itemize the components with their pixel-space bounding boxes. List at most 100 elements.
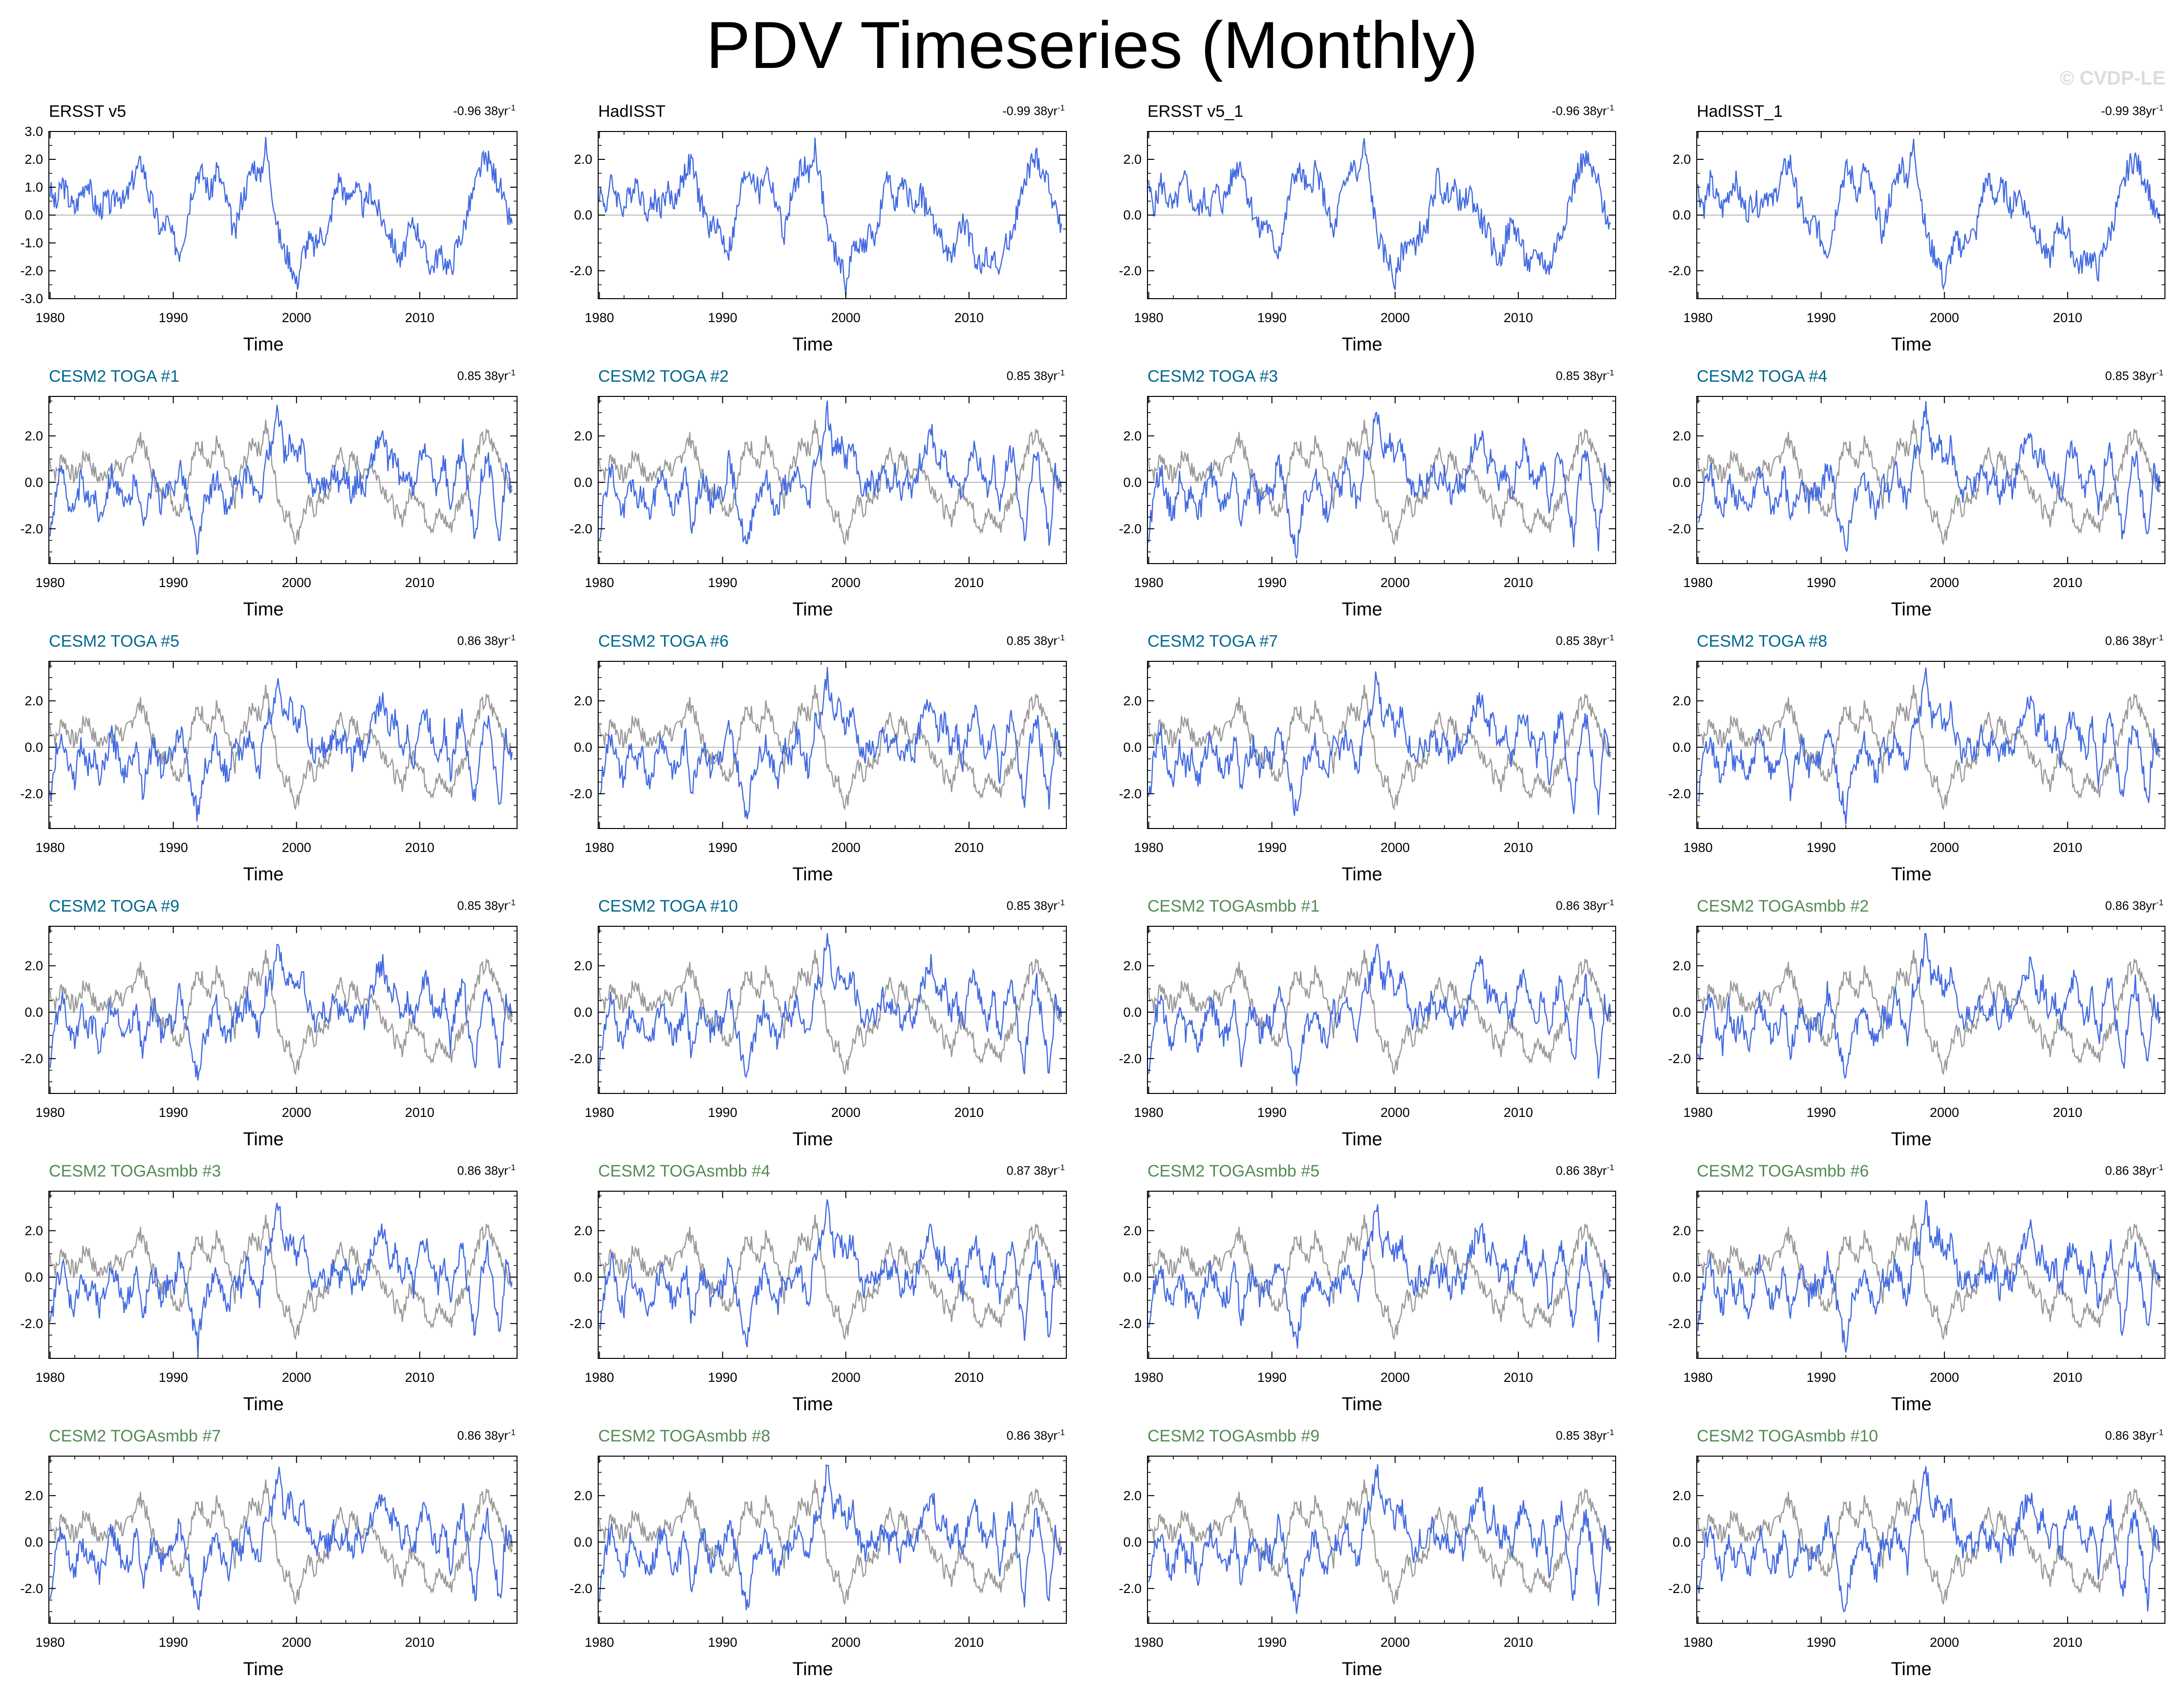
- x-tick-label: 2010: [405, 310, 434, 325]
- x-tick-label: 1980: [1134, 310, 1163, 325]
- y-tick-label: 0.0: [1123, 208, 1142, 222]
- x-tick-label: 1980: [35, 840, 65, 855]
- x-tick-label: 2000: [1930, 310, 1959, 325]
- x-axis-label: Time: [792, 1659, 833, 1680]
- y-tick-label: 0.0: [1672, 1535, 1691, 1549]
- trend-exponent: -1: [1606, 633, 1614, 642]
- x-axis-label: Time: [792, 1129, 833, 1150]
- panel-title: CESM2 TOGAsmbb #4: [598, 1162, 771, 1180]
- panel-title: CESM2 TOGA #5: [49, 632, 180, 651]
- x-tick-label: 1980: [1134, 575, 1163, 590]
- y-tick-label: -2.0: [569, 522, 592, 536]
- x-tick-label: 2010: [954, 840, 984, 855]
- y-tick-label: 0.0: [1672, 1005, 1691, 1020]
- chart-panel: CESM2 TOGA #9 0.85 38yr-1 2.0 0.0 -2.0 1980 19…: [0, 895, 546, 1160]
- chart-panel: ERSST v5_1 -0.96 38yr-1 2.0 0.0 -2.0 1980 1990…: [1099, 100, 1644, 365]
- trend-value: 0.86: [2105, 1164, 2133, 1178]
- chart-panel: HadISST -0.99 38yr-1 2.0 0.0 -2.0 1980 1990 200…: [549, 100, 1095, 365]
- trend-value: 0.86: [2105, 1429, 2133, 1443]
- x-tick-label: 2010: [1504, 1105, 1533, 1120]
- x-axis-label: Time: [1341, 1394, 1382, 1415]
- x-tick-label: 1990: [708, 1370, 737, 1385]
- x-tick-label: 1990: [1257, 1105, 1287, 1120]
- y-tick-label: 2.0: [1123, 959, 1142, 973]
- trend-exponent: -1: [1057, 633, 1065, 642]
- x-tick-label: 2000: [1930, 1635, 1959, 1650]
- trend-value: 0.85: [1006, 369, 1034, 383]
- trend-unit: 38yr: [484, 899, 508, 913]
- y-tick-label: 1.0: [24, 180, 43, 195]
- chart-panel: ERSST v5 -0.96 38yr-1 3.0 2.0 1.0 0.0 -1.0 -2.0…: [0, 100, 546, 365]
- y-tick-label: 2.0: [574, 429, 592, 443]
- chart-panel: CESM2 TOGAsmbb #8 0.86 38yr-1 2.0 0.0 -2.0 19…: [549, 1425, 1095, 1690]
- y-tick-label: 3.0: [24, 124, 43, 139]
- timeseries-plot: 2.0 0.0 -2.0 1980 1990 2000 2010 Time: [569, 1191, 1067, 1415]
- x-tick-label: 2010: [405, 1370, 434, 1385]
- x-axis-label: Time: [243, 864, 283, 885]
- x-tick-label: 2000: [1381, 575, 1410, 590]
- trend-exponent: -1: [508, 1428, 516, 1437]
- y-tick-label: 0.0: [574, 208, 592, 222]
- y-tick-label: -2.0: [20, 263, 43, 278]
- trend-unit: 38yr: [1583, 104, 1607, 118]
- y-tick-label: 0.0: [24, 208, 43, 222]
- y-tick-label: 2.0: [1672, 959, 1691, 973]
- x-tick-label: 2000: [1381, 840, 1410, 855]
- panel-trend: 0.85 38yr-1: [457, 898, 516, 913]
- plot-frame: [598, 1456, 1067, 1624]
- x-tick-label: 2000: [1381, 1370, 1410, 1385]
- x-tick-label: 2010: [405, 1635, 434, 1650]
- trend-exponent: -1: [1606, 898, 1614, 907]
- panel-trend: -0.96 38yr-1: [453, 103, 516, 118]
- chart-panel: CESM2 TOGA #3 0.85 38yr-1 2.0 0.0 -2.0 1980 19…: [1099, 365, 1644, 630]
- x-axis-label: Time: [792, 599, 833, 620]
- trend-unit: 38yr: [484, 369, 508, 383]
- chart-panel: CESM2 TOGAsmbb #10 0.86 38yr-1 2.0 0.0 -2.0 1…: [1648, 1425, 2184, 1690]
- plot-frame: [1696, 396, 2165, 564]
- x-axis-label: Time: [792, 334, 833, 355]
- page-title: PDV Timeseries (Monthly): [706, 8, 1478, 82]
- panel-title: CESM2 TOGAsmbb #10: [1697, 1427, 1879, 1445]
- series-line-reference: [1148, 684, 1612, 811]
- y-tick-label: -2.0: [569, 1316, 592, 1331]
- x-tick-label: 2010: [2053, 575, 2082, 590]
- trend-exponent: -1: [508, 898, 516, 907]
- trend-value: -0.99: [2101, 104, 2133, 118]
- chart-panel: CESM2 TOGAsmbb #2 0.86 38yr-1 2.0 0.0 -2.0 19…: [1648, 895, 2184, 1160]
- series-line-model: [599, 1464, 1062, 1611]
- y-tick-label: 2.0: [574, 959, 592, 973]
- trend-value: 0.85: [1006, 634, 1034, 648]
- trend-value: 0.86: [457, 1164, 485, 1178]
- x-tick-label: 2000: [831, 1635, 861, 1650]
- panel-trend: -0.99 38yr-1: [1002, 103, 1065, 118]
- panel-title: CESM2 TOGAsmbb #3: [49, 1162, 221, 1180]
- x-axis-label: Time: [1341, 1659, 1382, 1680]
- series-line-model: [1697, 933, 2161, 1079]
- series-line-model: [599, 400, 1062, 546]
- plot-frame: [1147, 396, 1616, 564]
- y-tick-label: -2.0: [569, 263, 592, 278]
- x-tick-label: 1990: [708, 1635, 737, 1650]
- y-tick-label: 2.0: [574, 1223, 592, 1238]
- series-line-model: [1697, 1466, 2161, 1613]
- chart-panel: CESM2 TOGA #10 0.85 38yr-1 2.0 0.0 -2.0 1980 1…: [549, 895, 1095, 1160]
- y-tick-label: 0.0: [1123, 1005, 1142, 1020]
- x-tick-label: 1980: [1134, 1635, 1163, 1650]
- x-axis-label: Time: [1891, 599, 1931, 620]
- x-axis-label: Time: [792, 1394, 833, 1415]
- plot-frame: [48, 1191, 518, 1359]
- y-tick-label: -2.0: [1668, 1051, 1691, 1066]
- y-tick-label: 0.0: [574, 1535, 592, 1549]
- timeseries-plot: 2.0 0.0 -2.0 1980 1990 2000 2010 Time: [569, 131, 1067, 355]
- copyright-watermark: © CVDP-LE: [2059, 67, 2165, 89]
- timeseries-plot: 2.0 0.0 -2.0 1980 1990 2000 2010 Time: [1119, 131, 1616, 355]
- trend-exponent: -1: [2156, 103, 2163, 112]
- series-line-model: [1148, 1464, 1612, 1614]
- x-axis-label: Time: [1891, 1394, 1931, 1415]
- plot-frame: [598, 1191, 1067, 1359]
- trend-exponent: -1: [1057, 1163, 1065, 1172]
- y-tick-label: 2.0: [24, 429, 43, 443]
- trend-exponent: -1: [1606, 1163, 1614, 1172]
- panel-trend: -0.96 38yr-1: [1552, 103, 1614, 118]
- series-line-model: [1697, 401, 2161, 552]
